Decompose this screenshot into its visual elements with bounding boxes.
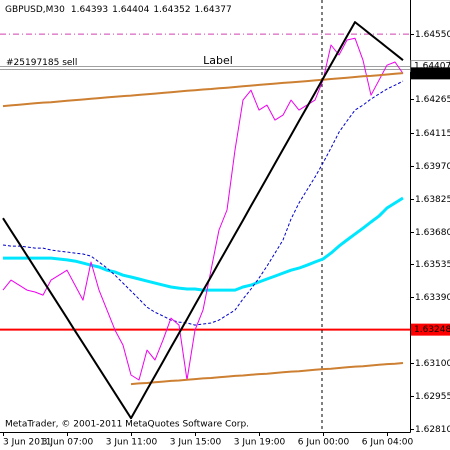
y-tick-label: 1.63100 bbox=[415, 359, 450, 369]
x-tick-label: 3 Jun 07:00 bbox=[42, 438, 94, 448]
text-object: Label bbox=[203, 54, 233, 67]
price-tag-label: 1.63248 bbox=[414, 325, 450, 335]
x-tick-label: 3 Jun 15:00 bbox=[170, 438, 222, 448]
symbol: GBPUSD,M30 bbox=[5, 5, 65, 15]
x-tick-label: 6 Jun 04:00 bbox=[362, 438, 414, 448]
series-line bbox=[2, 72, 404, 108]
y-tick-label: 1.63970 bbox=[415, 162, 450, 172]
price-tag bbox=[411, 323, 450, 336]
levels bbox=[0, 33, 410, 331]
x-tick-label: 6 Jun 00:00 bbox=[298, 438, 350, 448]
y-tick-label: 1.63390 bbox=[415, 293, 450, 303]
bid-tag-label: 1.64377 bbox=[414, 69, 450, 79]
x-tick-label: 3 Jun 19:00 bbox=[234, 438, 286, 448]
bid-tag bbox=[411, 67, 450, 80]
x-tick-label: 3 Jun 11:00 bbox=[106, 438, 158, 448]
footer: MetaTrader, © 2001-2011 MetaQuotes Softw… bbox=[5, 420, 249, 430]
series-line bbox=[2, 80, 404, 326]
y-tick-label: 1.63535 bbox=[415, 260, 450, 270]
lines bbox=[2, 21, 404, 420]
y-tick-label: 1.62810 bbox=[415, 425, 450, 435]
series-line bbox=[2, 21, 404, 420]
open: 1.64393 bbox=[71, 5, 108, 15]
order-label: #25197185 sell bbox=[6, 58, 77, 68]
x-tick-label: 3 Jun 2011 bbox=[3, 438, 51, 448]
y-tick-label: 1.64265 bbox=[415, 95, 450, 105]
close: 1.64377 bbox=[195, 5, 232, 15]
y-tick-label: 1.63680 bbox=[415, 228, 450, 238]
high: 1.64404 bbox=[112, 5, 149, 15]
y-tick-label: 1.62955 bbox=[415, 392, 450, 402]
series-line bbox=[130, 362, 404, 386]
y-tick-label: 1.63825 bbox=[415, 195, 450, 205]
order-tag-label: 1.64407 bbox=[414, 62, 450, 72]
chart-header: GBPUSD,M30 1.64393 1.64404 1.64352 1.64377 bbox=[5, 5, 232, 15]
y-tick-label: 1.64115 bbox=[415, 129, 450, 139]
low: 1.64352 bbox=[153, 5, 190, 15]
y-tick-label: 1.64550 bbox=[415, 30, 450, 40]
series-line bbox=[2, 37, 404, 381]
